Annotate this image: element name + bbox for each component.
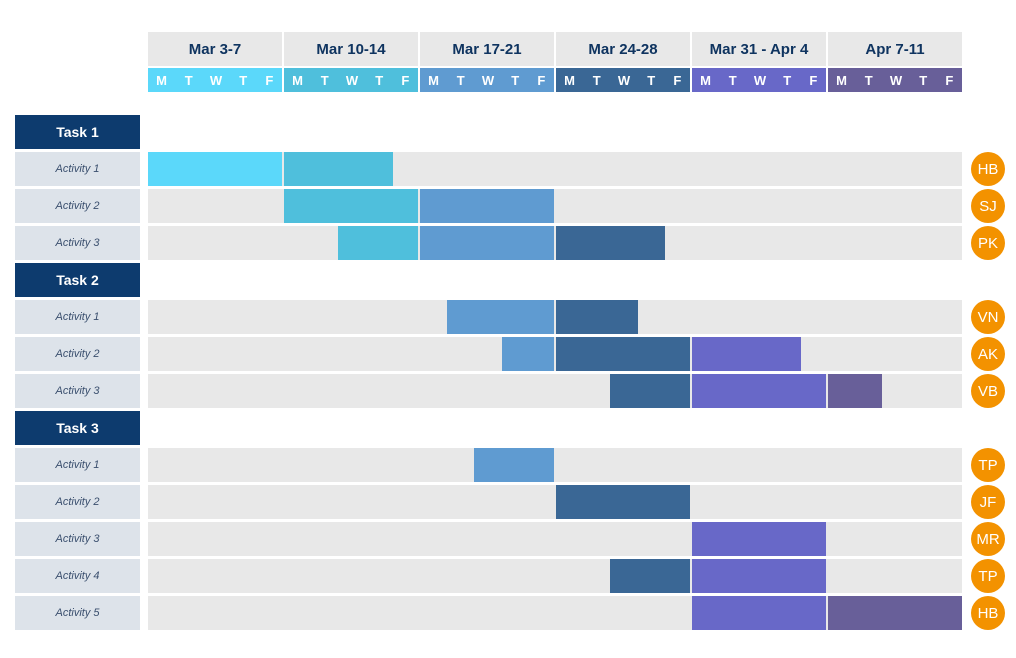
day-label: M: [420, 68, 448, 92]
activity-bar: [828, 374, 883, 408]
activity-bar: [420, 189, 554, 223]
activity-row-background: [148, 559, 962, 593]
task-label: Task 1: [15, 115, 140, 149]
week-header: Mar 17-21: [420, 32, 554, 66]
activity-bar: [556, 226, 665, 260]
activity-label: Activity 2: [15, 337, 140, 371]
assignee-avatar: HB: [971, 596, 1005, 630]
activity-bar: [556, 300, 638, 334]
assignee-avatar: PK: [971, 226, 1005, 260]
day-label: F: [664, 68, 690, 92]
activity-bar: [556, 337, 690, 371]
assignee-avatar: TP: [971, 448, 1005, 482]
day-label: F: [256, 68, 282, 92]
day-label: W: [746, 68, 774, 92]
week-header: Mar 3-7: [148, 32, 282, 66]
activity-bar: [447, 300, 554, 334]
day-label: T: [311, 68, 339, 92]
day-label: M: [828, 68, 856, 92]
assignee-avatar: JF: [971, 485, 1005, 519]
day-label: F: [528, 68, 554, 92]
task-label: Task 2: [15, 263, 140, 297]
activity-label: Activity 5: [15, 596, 140, 630]
activity-row-background: [148, 152, 962, 186]
day-label: W: [202, 68, 230, 92]
activity-bar: [692, 337, 801, 371]
activity-bar: [338, 226, 418, 260]
day-label: F: [800, 68, 826, 92]
activity-label: Activity 3: [15, 374, 140, 408]
assignee-avatar: VN: [971, 300, 1005, 334]
day-label: T: [909, 68, 937, 92]
day-label: W: [474, 68, 502, 92]
day-label: M: [284, 68, 312, 92]
week-header: Mar 10-14: [284, 32, 418, 66]
activity-bar: [828, 596, 962, 630]
activity-bar: [556, 485, 690, 519]
assignee-avatar: MR: [971, 522, 1005, 556]
activity-row-background: [148, 300, 962, 334]
activity-row-background: [148, 448, 962, 482]
assignee-avatar: HB: [971, 152, 1005, 186]
day-label: F: [936, 68, 962, 92]
day-label: M: [556, 68, 584, 92]
week-header: Mar 24-28: [556, 32, 690, 66]
activity-row-background: [148, 374, 962, 408]
day-label: T: [583, 68, 611, 92]
day-label: T: [637, 68, 665, 92]
assignee-avatar: TP: [971, 559, 1005, 593]
activity-label: Activity 1: [15, 448, 140, 482]
assignee-avatar: SJ: [971, 189, 1005, 223]
day-label: F: [392, 68, 418, 92]
task-label: Task 3: [15, 411, 140, 445]
activity-row-background: [148, 226, 962, 260]
activity-bar: [474, 448, 554, 482]
activity-row-background: [148, 189, 962, 223]
day-label: T: [365, 68, 393, 92]
activity-bar: [692, 374, 826, 408]
assignee-avatar: VB: [971, 374, 1005, 408]
activity-bar: [501, 337, 554, 371]
activity-label: Activity 4: [15, 559, 140, 593]
activity-row-background: [148, 485, 962, 519]
day-label: W: [610, 68, 638, 92]
activity-bar: [610, 374, 690, 408]
activity-label: Activity 1: [15, 300, 140, 334]
activity-bar: [692, 596, 826, 630]
day-label: T: [855, 68, 883, 92]
day-label: T: [175, 68, 203, 92]
day-label: W: [338, 68, 366, 92]
day-label: T: [719, 68, 747, 92]
activity-bar: [610, 559, 690, 593]
day-label: M: [692, 68, 720, 92]
activity-row-background: [148, 596, 962, 630]
week-header: Mar 31 - Apr 4: [692, 32, 826, 66]
activity-row-background: [148, 337, 962, 371]
day-label: T: [229, 68, 257, 92]
day-label: M: [148, 68, 176, 92]
assignee-avatar: AK: [971, 337, 1005, 371]
week-header: Apr 7-11: [828, 32, 962, 66]
activity-bar: [692, 559, 826, 593]
activity-label: Activity 1: [15, 152, 140, 186]
day-label: T: [447, 68, 475, 92]
activity-label: Activity 3: [15, 522, 140, 556]
activity-label: Activity 2: [15, 485, 140, 519]
activity-bar: [692, 522, 826, 556]
activity-row-background: [148, 522, 962, 556]
activity-bar: [284, 189, 418, 223]
activity-bar: [148, 152, 282, 186]
day-label: W: [882, 68, 910, 92]
activity-bar: [420, 226, 554, 260]
activity-label: Activity 2: [15, 189, 140, 223]
day-label: T: [501, 68, 529, 92]
activity-label: Activity 3: [15, 226, 140, 260]
day-label: T: [773, 68, 801, 92]
activity-bar: [284, 152, 393, 186]
